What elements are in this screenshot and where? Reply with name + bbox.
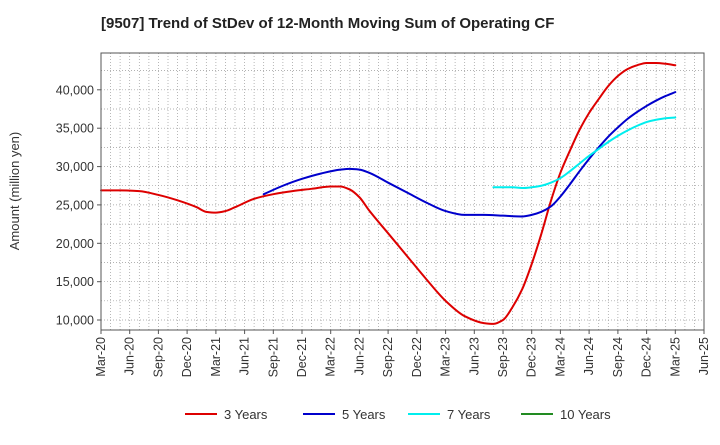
grid-lines [101,53,704,330]
chart-title: [9507] Trend of StDev of 12-Month Moving… [101,15,554,32]
y-tick-label: 40,000 [56,83,94,97]
series-line-5-years [262,91,677,218]
y-tick-label: 35,000 [56,122,94,136]
x-tick-label: Jun-24 [582,337,596,375]
x-tick-label: Mar-21 [209,337,223,377]
x-tick-label: Jun-23 [467,337,481,375]
y-tick-label: 25,000 [56,198,94,212]
x-tick-label: Sep-21 [266,337,280,377]
x-tick-label: Dec-24 [640,337,654,377]
x-tick-label: Jun-20 [123,337,137,375]
series-line-7-years [492,116,677,190]
x-tick-label: Dec-20 [180,337,194,377]
x-tick-label: Sep-23 [496,337,510,377]
x-tick-label: Mar-22 [324,337,338,377]
x-tick-label: Mar-23 [439,337,453,377]
x-tick-label: Jun-25 [697,337,711,375]
x-tick-label: Dec-22 [410,337,424,377]
x-tick-label: Sep-22 [381,337,395,377]
y-tick-label: 20,000 [56,237,94,251]
x-tick-label: Jun-21 [238,337,252,375]
y-axis-ticks: 10,000 15,000 20,000 25,000 30,000 35,000 40,0… [56,83,101,328]
x-tick-label: Mar-25 [668,337,682,377]
y-axis-label: Amount (million yen) [7,132,22,251]
legend-label-5-years: 5 Years [342,407,386,422]
x-tick-label: Dec-21 [295,337,309,377]
legend: 3 Years 5 Years 7 Years 10 Years [185,407,611,422]
series-line-3-years [100,61,677,325]
x-tick-label: Mar-24 [553,337,567,377]
y-tick-label: 15,000 [56,275,94,289]
y-tick-label: 10,000 [56,314,94,328]
series-lines [100,61,677,325]
legend-label-3-years: 3 Years [224,407,268,422]
plot-frame [100,52,705,331]
legend-label-7-years: 7 Years [447,407,491,422]
x-tick-label: Sep-24 [611,337,625,377]
x-tick-label: Mar-20 [94,337,108,377]
plot-area [101,53,704,330]
x-tick-label: Sep-20 [151,337,165,377]
x-tick-label: Dec-23 [525,337,539,377]
x-axis-ticks: Mar-20 Jun-20 Sep-20 Dec-20 Mar-21 Jun-21 Sep-… [94,330,711,377]
y-tick-label: 30,000 [56,160,94,174]
legend-label-10-years: 10 Years [560,407,611,422]
x-tick-label: Jun-22 [352,337,366,375]
